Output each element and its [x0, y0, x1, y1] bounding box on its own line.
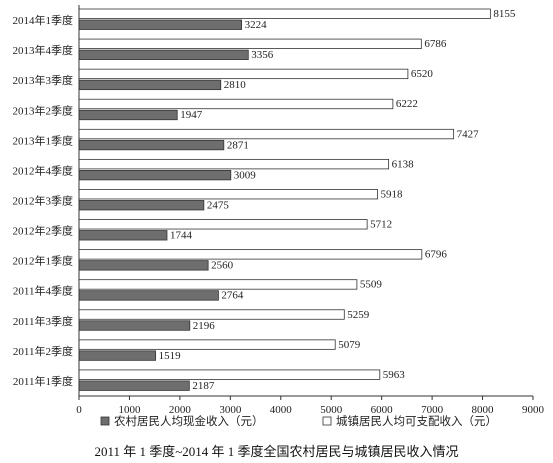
category-label: 2014年1季度 [13, 13, 74, 27]
data-label-urban: 7427 [457, 128, 480, 140]
bar-rural [78, 49, 249, 60]
data-label-rural: 3356 [251, 49, 274, 61]
bar-rural [78, 230, 168, 241]
x-tick-label: 0 [76, 404, 82, 416]
data-label-urban: 6222 [396, 98, 418, 110]
data-label-rural: 2560 [211, 260, 234, 272]
legend-label-urban: 城镇居民人均可支配收入（元） [336, 414, 497, 428]
bar-rural [78, 320, 191, 331]
category-label: 2011年3季度 [13, 314, 73, 328]
data-label-rural: 3224 [245, 19, 267, 31]
bar-rural [78, 79, 222, 91]
x-tick-label: 2000 [169, 404, 192, 416]
bar-urban [78, 128, 455, 140]
bar-rural [78, 200, 205, 211]
data-label-urban: 5963 [383, 369, 406, 381]
bars-layer: 8155 3224 6786 3356 6520 2810 6222 1947 7427 2871… [78, 8, 516, 392]
category-label: 2012年4季度 [13, 163, 74, 177]
bar-urban [78, 369, 381, 380]
data-label-rural: 2871 [227, 139, 249, 151]
bar-urban [78, 158, 390, 170]
bar-urban [78, 339, 336, 350]
bar-chart: 8155 3224 6786 3356 6520 2810 6222 1947 7427 2871… [13, 5, 545, 428]
bar-urban [78, 98, 394, 110]
axes: 0 1000 2000 3000 4000 5000 6000 7000 8000 9000 [76, 5, 545, 416]
data-label-rural: 1947 [180, 109, 203, 121]
data-label-urban: 5079 [338, 339, 361, 351]
legend-label-rural: 农村居民人均现金收入（元） [114, 414, 264, 428]
data-label-rural: 1744 [170, 230, 193, 242]
category-label: 2011年1季度 [13, 374, 73, 388]
data-label-urban: 6796 [425, 249, 448, 261]
bar-urban [78, 249, 423, 260]
data-label-urban: 6786 [424, 38, 447, 50]
x-tick-label: 7000 [421, 404, 444, 416]
x-tick-label: 6000 [371, 404, 394, 416]
bar-rural [78, 109, 178, 121]
x-tick-label: 4000 [270, 404, 293, 416]
legend-swatch-urban [322, 416, 332, 426]
category-label: 2013年2季度 [13, 103, 74, 117]
bar-urban [78, 219, 368, 230]
bar-urban [78, 38, 422, 49]
bar-rural [78, 169, 232, 181]
category-label: 2011年2季度 [13, 344, 73, 358]
data-label-urban: 5509 [360, 279, 383, 291]
chart-title: 2011 年 1 季度~2014 年 1 季度全国农村居民与城镇居民收入情况 [94, 444, 459, 459]
data-label-urban: 6138 [392, 158, 415, 170]
bar-rural [78, 380, 190, 391]
bar-rural [78, 19, 243, 30]
data-label-urban: 5712 [370, 219, 392, 231]
bar-urban [78, 309, 345, 320]
x-tick-label: 9000 [522, 404, 545, 416]
data-label-urban: 6520 [411, 68, 434, 80]
category-label: 2013年3季度 [13, 73, 74, 87]
data-label-rural: 2196 [193, 320, 216, 332]
category-labels: 2014年1季度 2013年4季度 2013年3季度 2013年2季度 2013年1季度… [13, 13, 74, 388]
bar-urban [78, 68, 409, 80]
data-label-urban: 5259 [347, 309, 370, 321]
category-label: 2012年3季度 [13, 194, 74, 208]
bar-urban [78, 189, 378, 200]
x-tick-label: 1000 [118, 404, 141, 416]
bar-urban [78, 8, 491, 19]
bar-rural [78, 350, 157, 361]
data-label-rural: 2475 [207, 199, 230, 211]
category-label: 2012年2季度 [13, 224, 74, 238]
x-tick-label: 5000 [320, 404, 343, 416]
data-label-rural: 1519 [159, 350, 182, 362]
data-label-rural: 2810 [224, 79, 247, 91]
category-label: 2013年4季度 [13, 43, 74, 57]
data-label-rural: 2187 [192, 380, 215, 392]
data-label-rural: 2764 [221, 290, 244, 302]
category-label: 2012年1季度 [13, 254, 74, 268]
bar-rural [78, 290, 219, 301]
data-label-urban: 5918 [381, 188, 404, 200]
legend: 农村居民人均现金收入（元） 城镇居民人均可支配收入（元） [100, 414, 497, 428]
category-label: 2011年4季度 [13, 284, 73, 298]
bar-urban [78, 279, 358, 290]
x-tick-label: 3000 [219, 404, 242, 416]
category-label: 2013年1季度 [13, 133, 74, 147]
data-label-rural: 3009 [234, 169, 257, 181]
data-label-urban: 8155 [493, 8, 516, 20]
bar-rural [78, 139, 225, 151]
x-tick-label: 8000 [472, 404, 495, 416]
bar-rural [78, 260, 209, 271]
legend-swatch-rural [100, 416, 110, 426]
